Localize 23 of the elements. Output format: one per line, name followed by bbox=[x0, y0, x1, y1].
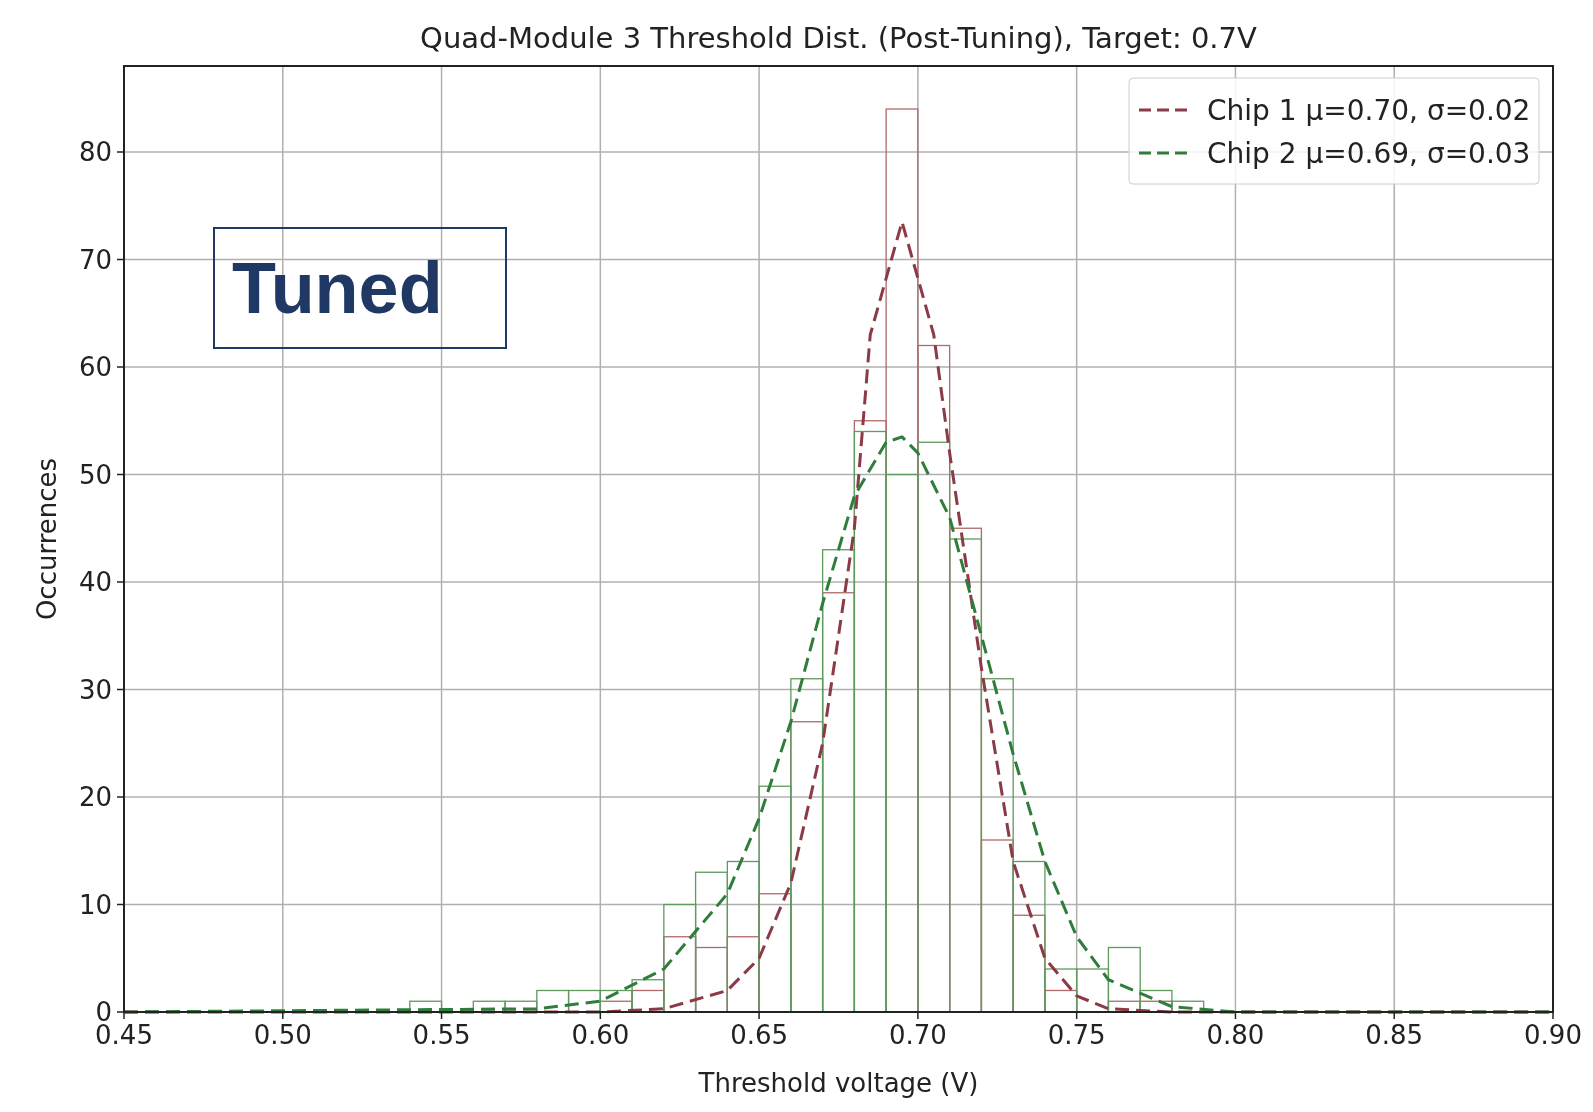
y-tick-label: 50 bbox=[78, 459, 112, 490]
x-tick-label: 0.70 bbox=[888, 1020, 947, 1050]
y-tick-label: 20 bbox=[78, 782, 112, 813]
y-tick-label: 10 bbox=[78, 889, 112, 920]
x-tick-label: 0.90 bbox=[1524, 1020, 1582, 1050]
x-tick-label: 0.80 bbox=[1206, 1020, 1265, 1050]
legend-label: Chip 2 μ=0.69, σ=0.03 bbox=[1207, 136, 1531, 170]
y-axis-title: Occurrences bbox=[32, 457, 62, 621]
chart-title: Quad-Module 3 Threshold Dist. (Post-Tuning), Target: 0.7V bbox=[420, 21, 1258, 55]
x-tick-label: 0.75 bbox=[1047, 1020, 1106, 1050]
x-tick-label: 0.60 bbox=[571, 1020, 630, 1050]
x-tick-label: 0.50 bbox=[253, 1020, 312, 1050]
x-tick-label: 0.65 bbox=[730, 1020, 789, 1050]
y-tick-label: 70 bbox=[78, 244, 112, 275]
x-axis-title: Threshold voltage (V) bbox=[697, 1068, 979, 1098]
y-tick-label: 40 bbox=[78, 567, 112, 598]
x-tick-label: 0.55 bbox=[412, 1020, 471, 1050]
annotation: Tuned bbox=[232, 248, 443, 328]
y-tick-label: 80 bbox=[78, 137, 112, 168]
legend-label: Chip 1 μ=0.70, σ=0.02 bbox=[1207, 93, 1531, 127]
y-tick-label: 30 bbox=[78, 674, 112, 705]
y-tick-label: 60 bbox=[78, 352, 112, 383]
x-tick-label: 0.85 bbox=[1365, 1020, 1424, 1050]
